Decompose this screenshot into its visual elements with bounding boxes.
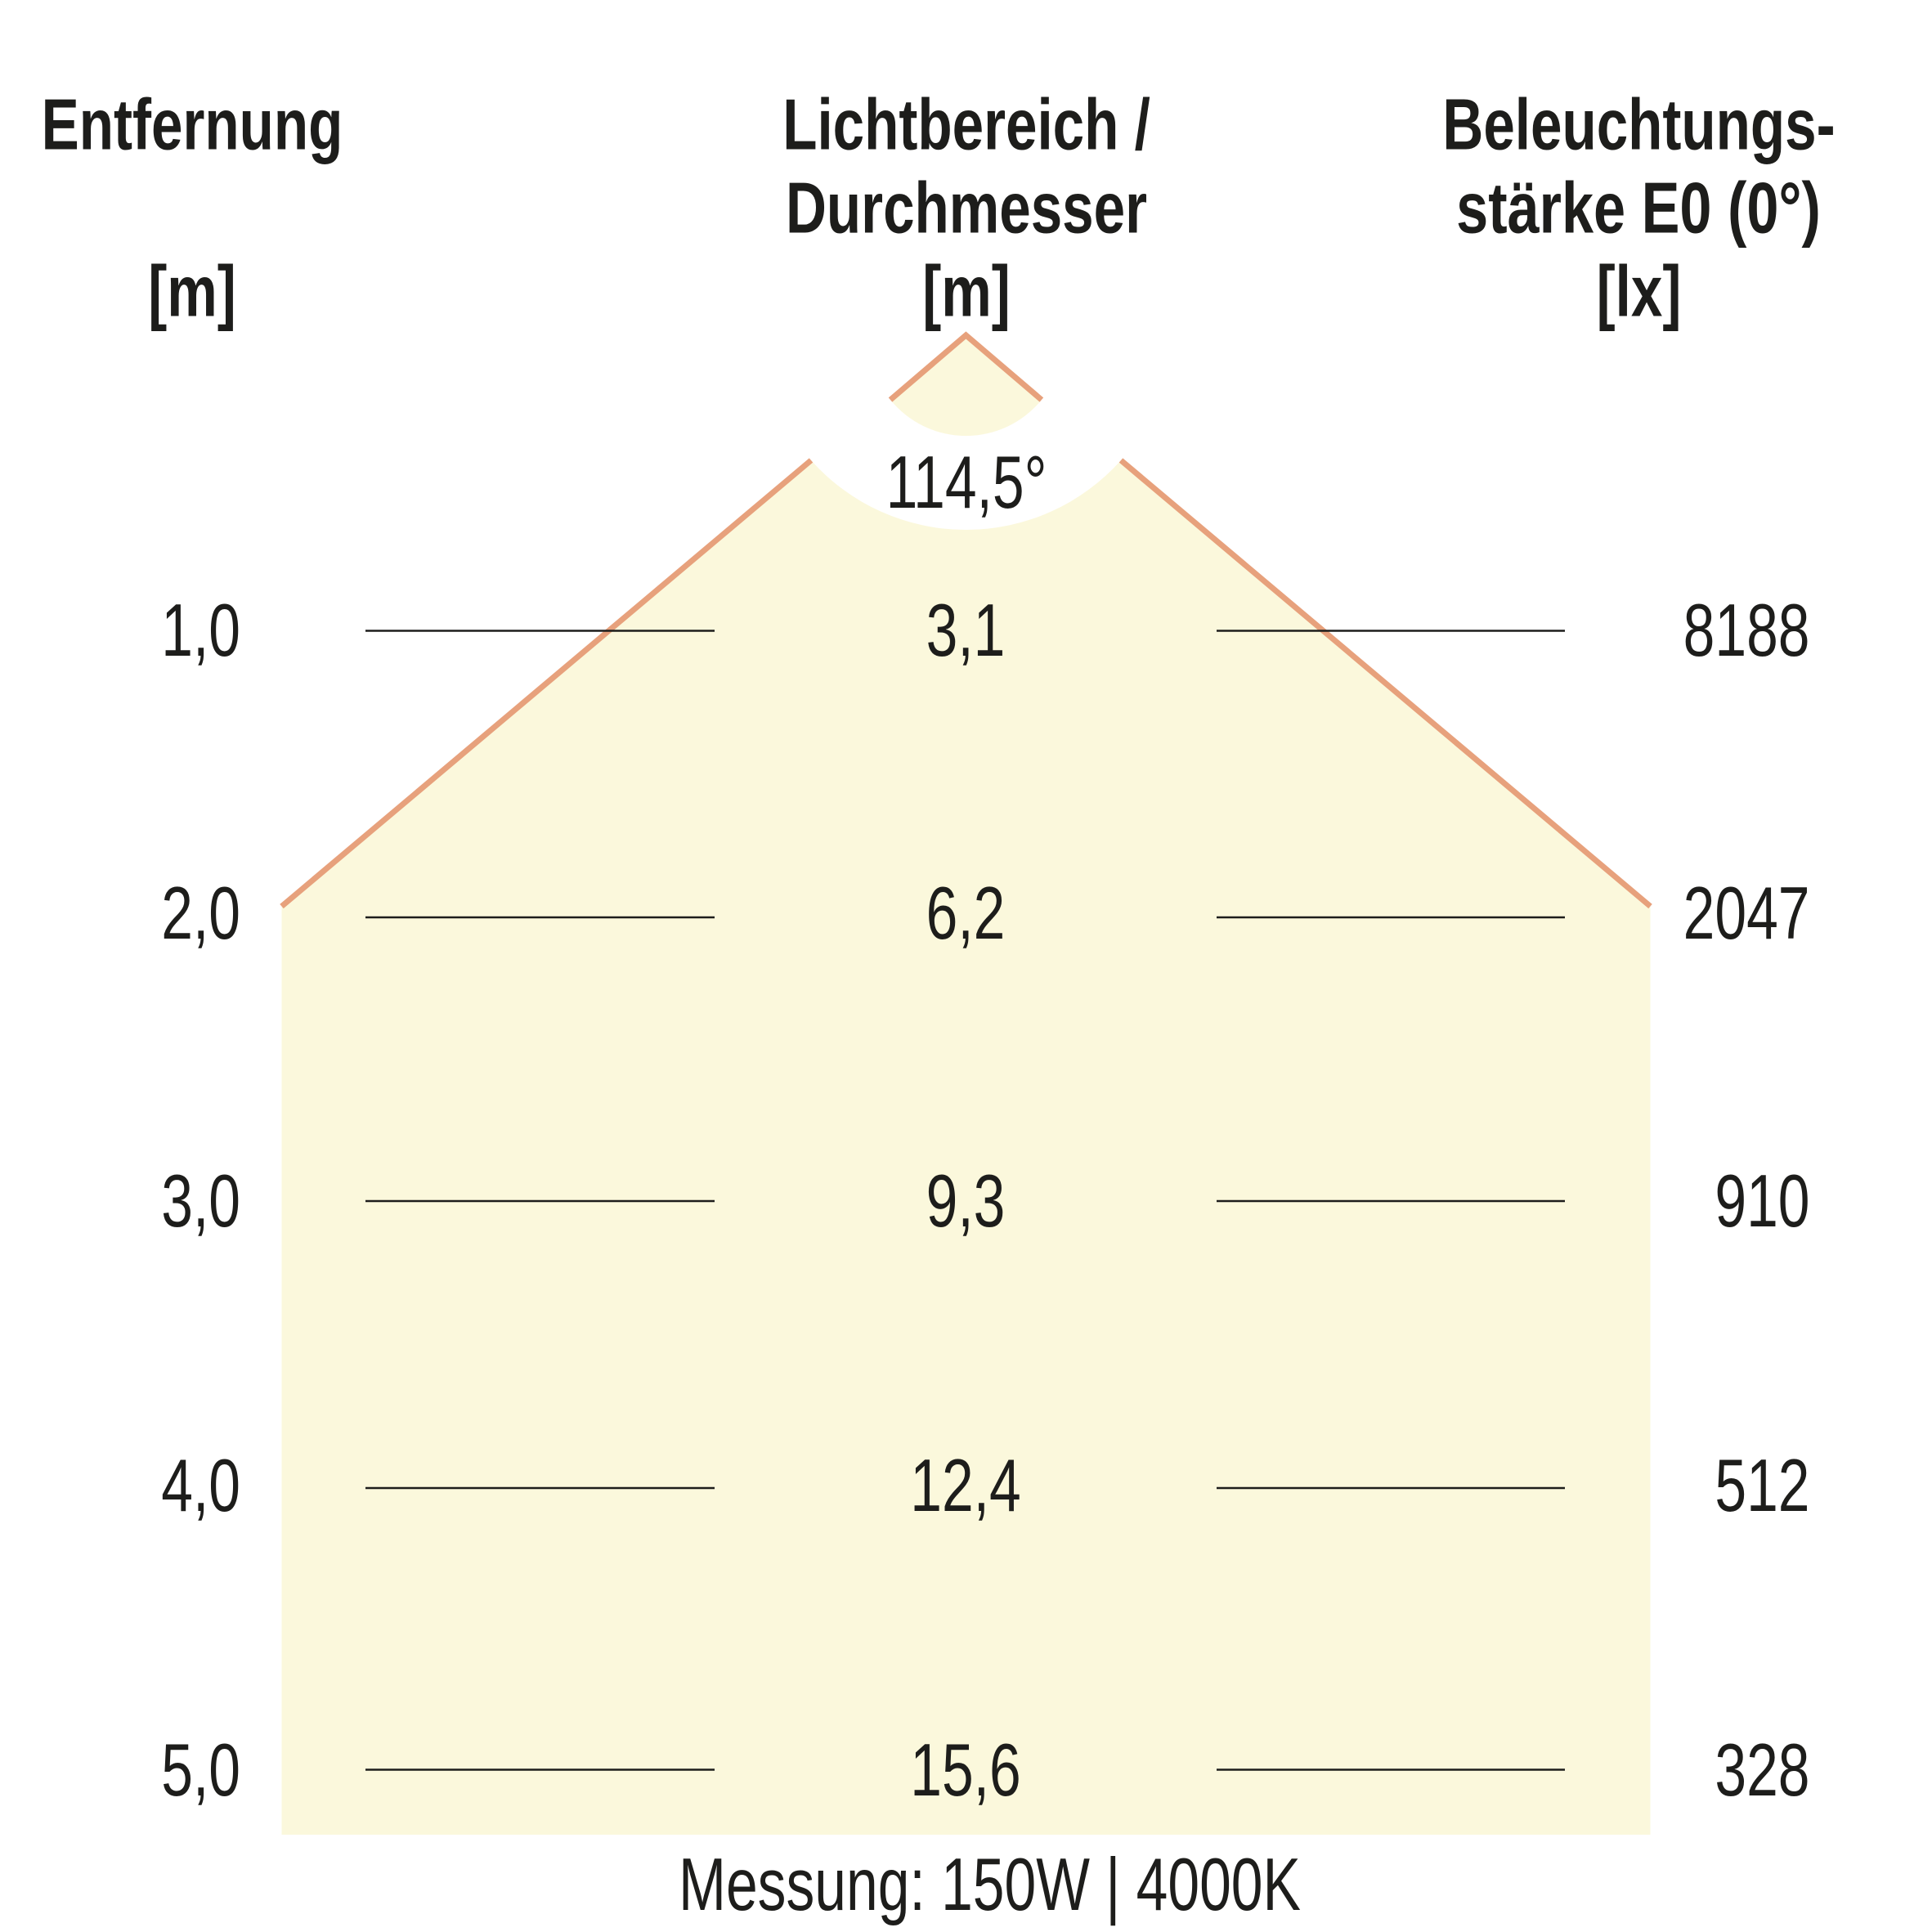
svg-text:2047: 2047 xyxy=(1683,872,1810,955)
svg-text:9,3: 9,3 xyxy=(926,1160,1006,1243)
svg-text:910: 910 xyxy=(1715,1160,1809,1243)
svg-text:8188: 8188 xyxy=(1683,589,1810,672)
svg-text:Messung: 150W | 4000K: Messung: 150W | 4000K xyxy=(679,1844,1301,1926)
svg-text:Beleuchtungs-: Beleuchtungs- xyxy=(1442,83,1835,164)
svg-text:512: 512 xyxy=(1715,1445,1809,1527)
svg-text:6,2: 6,2 xyxy=(926,872,1006,955)
svg-text:12,4: 12,4 xyxy=(910,1445,1020,1527)
svg-text:[lx]: [lx] xyxy=(1597,250,1682,331)
svg-text:[m]: [m] xyxy=(148,250,236,331)
svg-text:[m]: [m] xyxy=(922,250,1011,331)
svg-text:Entfernung: Entfernung xyxy=(42,83,343,164)
svg-text:2,0: 2,0 xyxy=(161,872,240,955)
svg-text:15,6: 15,6 xyxy=(910,1729,1020,1812)
svg-text:328: 328 xyxy=(1715,1729,1809,1812)
svg-text:3,1: 3,1 xyxy=(926,589,1006,672)
svg-text:1,0: 1,0 xyxy=(161,589,240,672)
svg-text:3,0: 3,0 xyxy=(161,1160,240,1243)
svg-text:Durchmesser: Durchmesser xyxy=(786,167,1147,248)
svg-text:5,0: 5,0 xyxy=(161,1729,240,1812)
svg-text:Lichtbereich /: Lichtbereich / xyxy=(782,83,1150,164)
svg-text:114,5°: 114,5° xyxy=(886,442,1047,524)
svg-text:4,0: 4,0 xyxy=(161,1445,240,1527)
svg-text:stärke E0 (0°): stärke E0 (0°) xyxy=(1456,168,1821,248)
